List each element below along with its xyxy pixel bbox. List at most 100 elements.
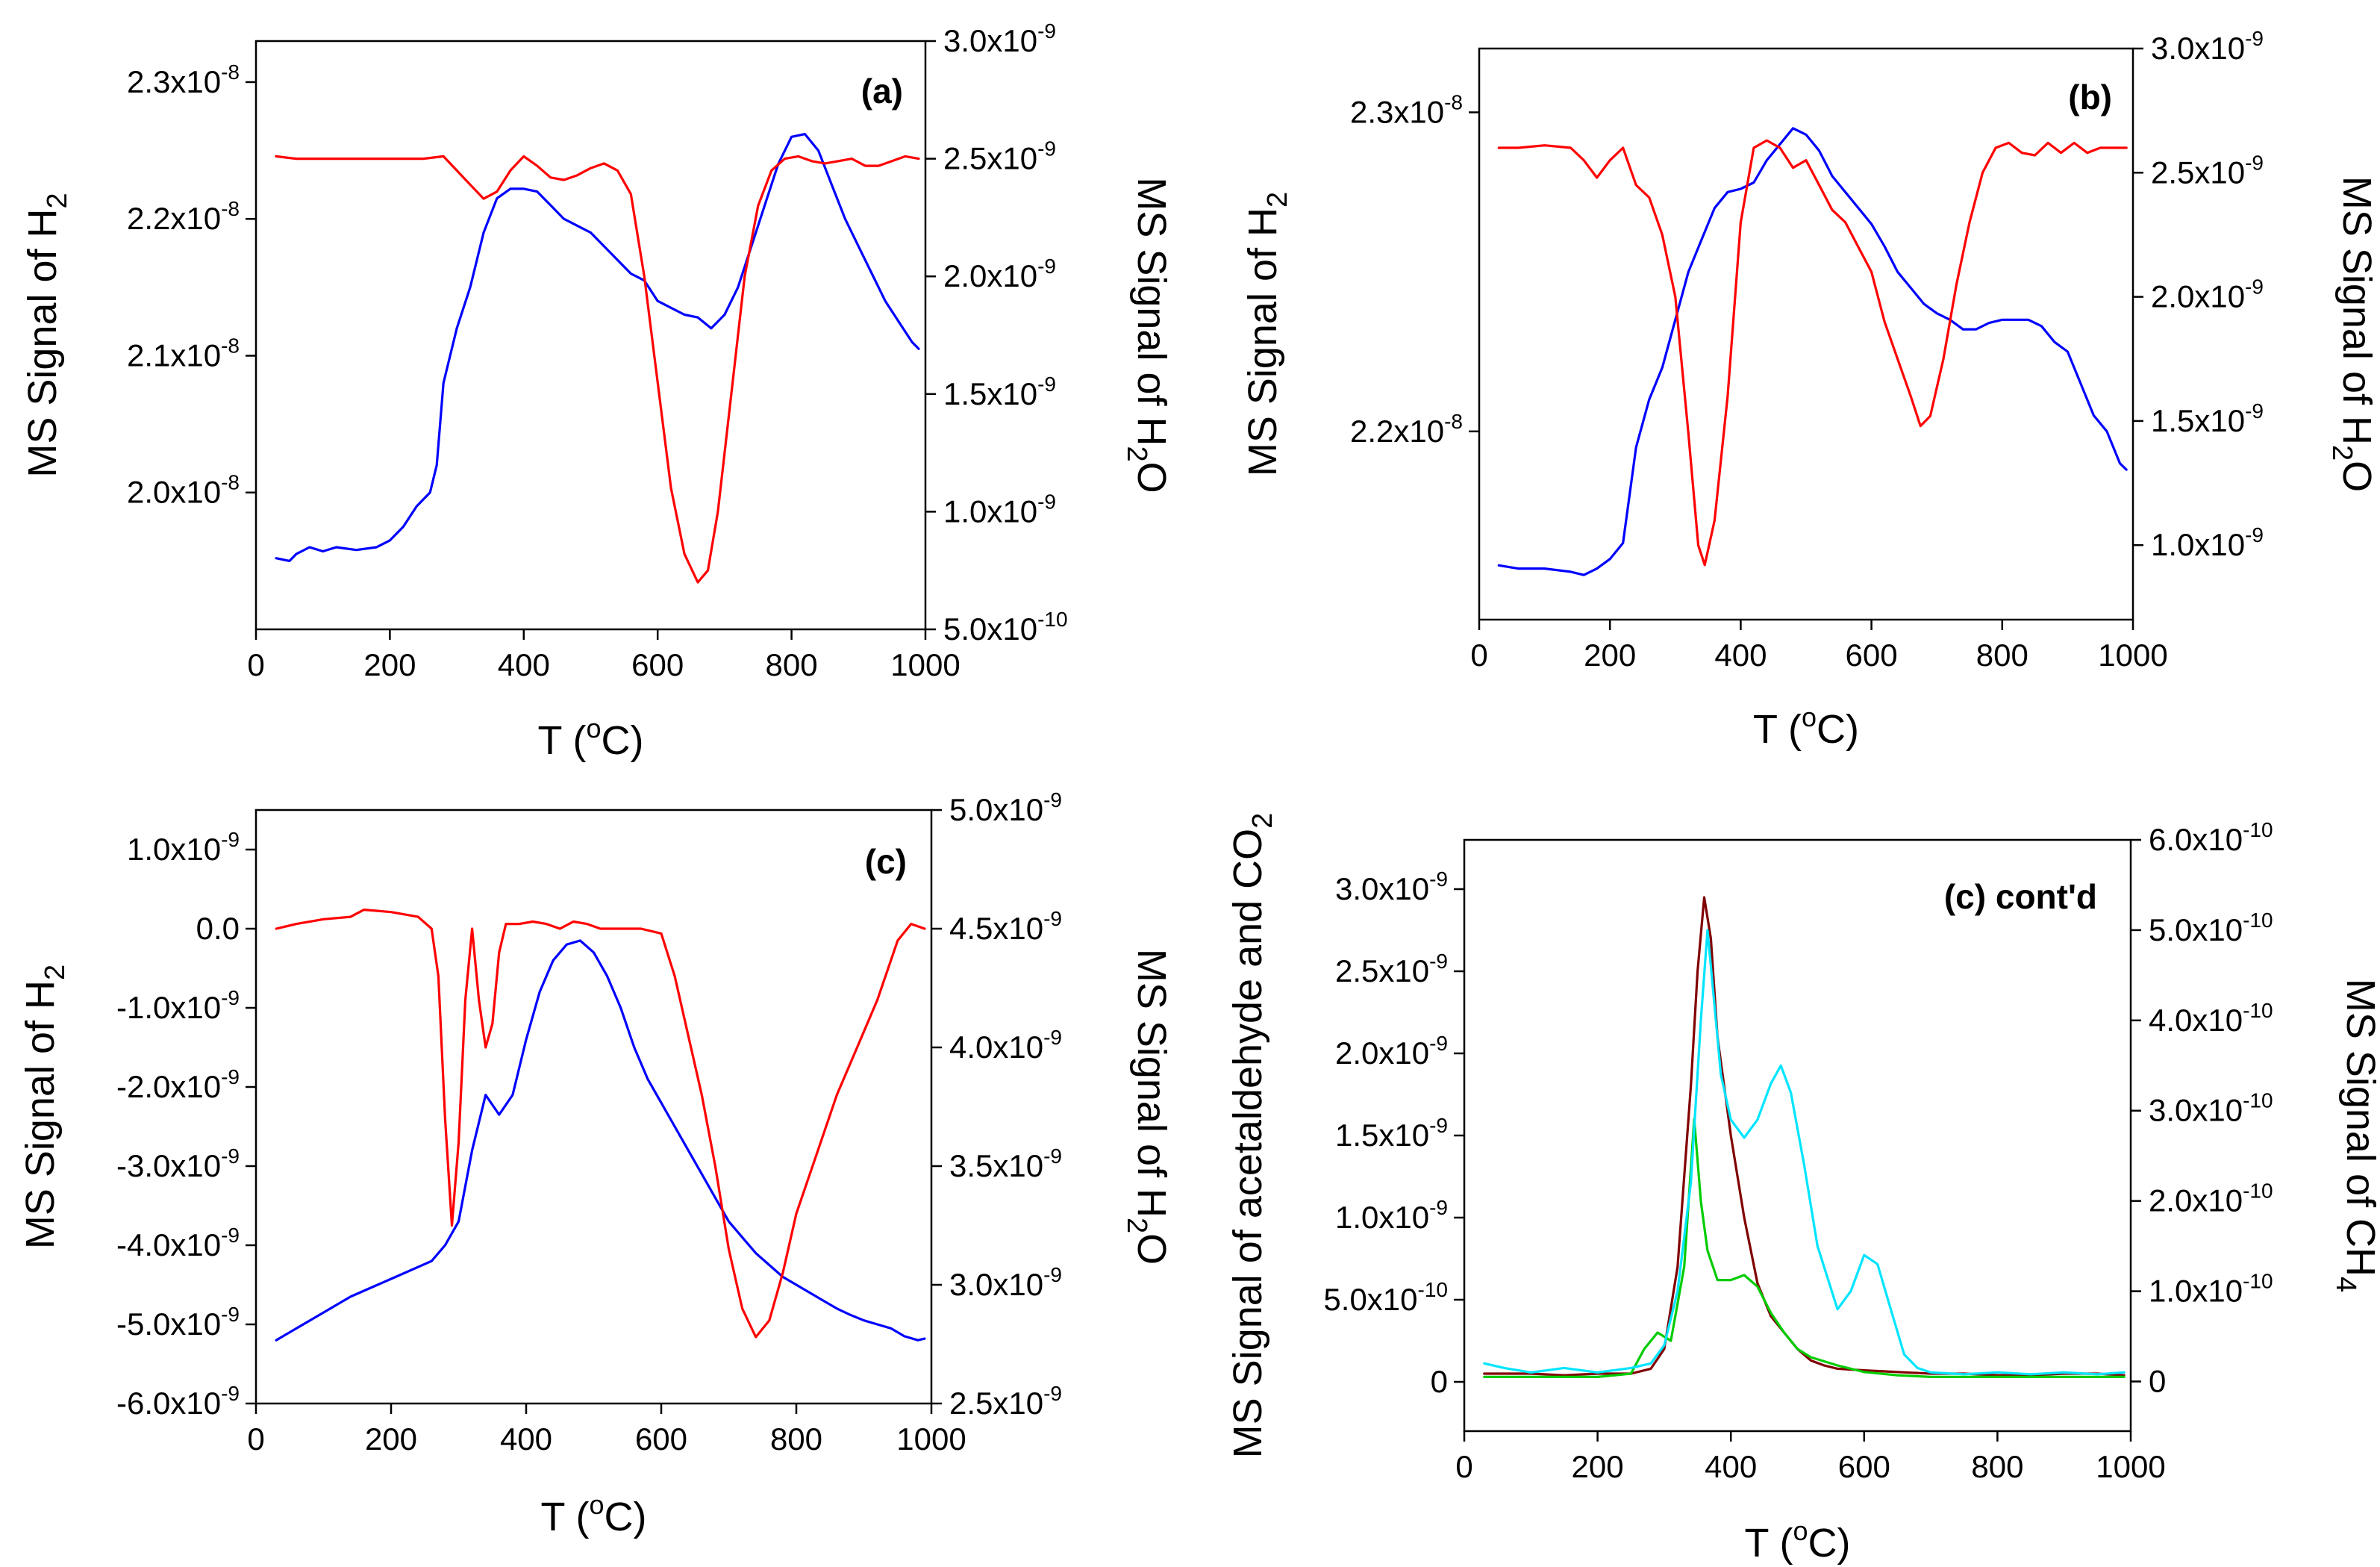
y-left-tick-label: 2.3x10-8 [127, 60, 240, 99]
x-tick-label: 200 [363, 647, 416, 682]
series-h2o [275, 909, 926, 1339]
y-right-tick-label: 2.0x10-10 [2149, 1180, 2273, 1218]
y-right-tick-label: 1.0x10-9 [943, 490, 1056, 529]
y-left-tick-label: 2.2x10-8 [1350, 410, 1463, 449]
y-left-tick-label: -6.0x10-9 [116, 1382, 240, 1421]
series-h2 [275, 133, 920, 562]
plot-frame [254, 809, 933, 1405]
y-right-tick-label: 5.0x10-10 [2149, 909, 2273, 947]
panel-label: (c) cont'd [1944, 877, 2097, 916]
y-left-tick-label: 2.5x10-9 [1335, 950, 1448, 988]
y-left-tick-label: 3.0x10-9 [1335, 867, 1448, 906]
y-left-axis-title: MS Signal of H2 [20, 193, 73, 477]
x-tick-label: 1000 [2096, 1449, 2165, 1484]
x-tick-label: 800 [766, 647, 818, 682]
y-right-tick-label: 6.0x10-10 [2149, 818, 2273, 857]
y-right-tick-label: 3.0x10-9 [943, 19, 1056, 58]
series-h2o [275, 155, 920, 584]
y-right-tick-label: 1.5x10-9 [2151, 399, 2264, 438]
y-left-tick-label: 2.0x10-8 [127, 471, 240, 510]
y-right-axis-title: MS Signal of CH4 [2330, 979, 2380, 1292]
y-left-tick-label: 2.0x10-9 [1335, 1032, 1448, 1071]
x-tick-label: 0 [247, 647, 264, 682]
y-left-tick-label: -1.0x10-9 [116, 986, 240, 1025]
plot-frame [254, 40, 927, 631]
x-tick-label: 800 [770, 1421, 822, 1457]
y-left-tick-label: 0.0 [196, 911, 240, 946]
y-right-tick-label: 1.0x10-10 [2149, 1270, 2273, 1309]
x-tick-label: 0 [1470, 638, 1487, 673]
y-left-tick-label: 2.3x10-8 [1350, 90, 1463, 129]
panel-b: 0 200 400 600 800 1000 2.2x10-8 2.3x10-8 1.0x10-… [1240, 27, 2379, 752]
panel-label: (c) [865, 842, 907, 881]
y-right-tick-label: 2.5x10-9 [2151, 151, 2264, 190]
y-right-tick-label: 5.0x10-10 [943, 608, 1068, 647]
y-right-tick-label: 3.0x10-9 [2151, 27, 2264, 66]
y-left-tick-label: -2.0x10-9 [116, 1065, 240, 1104]
y-left-axis-title: MS Signal of H2 [18, 965, 71, 1249]
y-right-tick-label: 2.5x10-9 [949, 1382, 1062, 1421]
series-h2o [1497, 139, 2128, 567]
x-axis-title: T (oC) [1753, 702, 1859, 752]
y-right-tick-label: 3.0x10-9 [949, 1263, 1062, 1302]
y-left-tick-label: -3.0x10-9 [116, 1144, 240, 1183]
y-right-tick-label: 5.0x10-9 [949, 788, 1062, 827]
y-left-tick-label: 1.0x10-9 [1335, 1196, 1448, 1235]
y-right-tick-label: 0 [2149, 1363, 2166, 1398]
plot-frame [1478, 47, 2134, 621]
x-tick-label: 800 [1971, 1449, 2023, 1484]
y-right-axis-title: MS Signal of H2O [1121, 949, 1174, 1265]
x-tick-label: 800 [1976, 638, 2028, 673]
panel-label: (b) [2068, 78, 2112, 116]
plot-frame [1463, 838, 2132, 1433]
x-tick-label: 1000 [890, 647, 960, 682]
y-right-tick-label: 1.0x10-9 [2151, 523, 2264, 562]
x-tick-label: 400 [1705, 1449, 1757, 1484]
y-right-axis-title: MS Signal of H2O [2326, 176, 2379, 492]
series-ch4 [1483, 929, 2126, 1376]
x-tick-label: 600 [1838, 1449, 1890, 1484]
y-right-tick-label: 2.5x10-9 [943, 137, 1056, 176]
y-left-tick-label: 2.1x10-8 [127, 334, 240, 373]
y-left-tick-label: 5.0x10-10 [1323, 1278, 1448, 1317]
x-axis-title: T (oC) [540, 1489, 646, 1539]
y-left-axis-title: MS Signal of H2 [1240, 192, 1293, 476]
series-acetaldehyde [1483, 896, 2126, 1377]
y-right-tick-label: 2.0x10-9 [943, 255, 1056, 293]
x-tick-label: 600 [631, 647, 684, 682]
y-left-tick-label: 1.0x10-9 [127, 828, 240, 867]
x-tick-label: 600 [1846, 638, 1898, 673]
y-right-tick-label: 4.0x10-10 [2149, 999, 2273, 1038]
panel-label: (a) [861, 72, 903, 110]
y-left-tick-label: 1.5x10-9 [1335, 1114, 1448, 1153]
series-h2 [1497, 127, 2128, 576]
x-tick-label: 1000 [896, 1421, 966, 1457]
panel-c2: 0 200 400 600 800 1000 0 5.0x10-10 1.0x10-9 1.5x1… [1225, 813, 2380, 1566]
panel-c: 0 200 400 600 800 1000 1.0x10-9 0.0 -1.0x10-9 -2.… [18, 788, 1174, 1539]
y-left-tick-label: -4.0x10-9 [116, 1224, 240, 1262]
x-tick-label: 0 [1455, 1449, 1472, 1484]
y-right-tick-label: 4.5x10-9 [949, 907, 1062, 946]
x-tick-label: 400 [1714, 638, 1767, 673]
x-tick-label: 400 [500, 1421, 552, 1457]
y-left-tick-label: -5.0x10-9 [116, 1303, 240, 1342]
y-right-tick-label: 3.5x10-9 [949, 1144, 1062, 1183]
x-axis-title: T (oC) [1744, 1515, 1850, 1566]
y-right-tick-label: 2.0x10-9 [2151, 275, 2264, 314]
x-tick-label: 0 [247, 1421, 264, 1457]
y-left-axis-title: MS Signal of acetaldehyde and CO2 [1225, 813, 1278, 1459]
x-tick-label: 600 [635, 1421, 687, 1457]
x-tick-label: 200 [1572, 1449, 1624, 1484]
y-left-tick-label: 0 [1431, 1364, 1448, 1399]
y-right-tick-label: 4.0x10-9 [949, 1026, 1062, 1065]
y-right-tick-label: 1.5x10-9 [943, 373, 1056, 411]
series-h2 [275, 939, 926, 1342]
y-right-tick-label: 3.0x10-10 [2149, 1089, 2273, 1128]
x-tick-label: 400 [498, 647, 550, 682]
x-tick-label: 1000 [2098, 638, 2167, 673]
x-axis-title: T (oC) [537, 713, 643, 763]
panel-a: 0 200 400 600 800 1000 2.0x10-8 2.1x10-8 2.2x10-… [20, 19, 1174, 763]
x-tick-label: 200 [1584, 638, 1636, 673]
series-co2 [1483, 1118, 2126, 1378]
y-left-tick-label: 2.2x10-8 [127, 197, 240, 236]
